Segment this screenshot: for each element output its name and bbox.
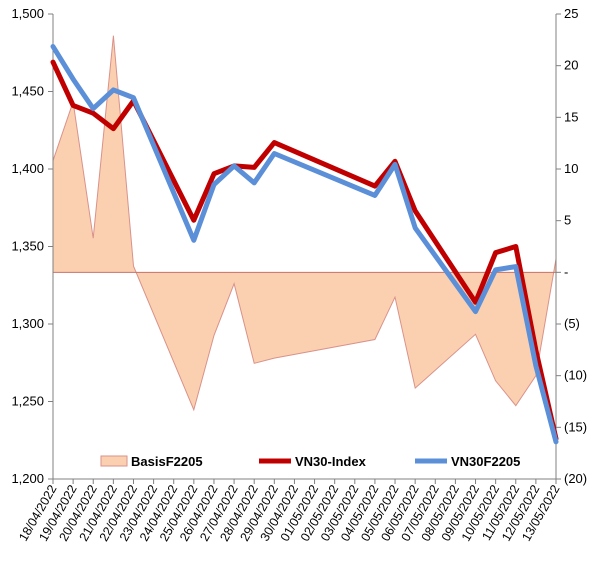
right-tick-label: 15: [564, 109, 578, 124]
left-tick-label: 1,250: [11, 394, 44, 409]
left-tick-label: 1,400: [11, 161, 44, 176]
right-tick-label: 10: [564, 161, 578, 176]
left-tick-label: 1,300: [11, 316, 44, 331]
legend-label: VN30-Index: [295, 454, 367, 469]
left-tick-label: 1,200: [11, 471, 44, 486]
right-tick-label: -: [564, 264, 568, 279]
legend-label: BasisF2205: [131, 454, 203, 469]
right-tick-label: (15): [564, 419, 587, 434]
basis-area-fill: [53, 36, 556, 410]
legend: BasisF2205 VN30-Index VN30F2205: [101, 454, 520, 469]
right-tick-label: 20: [564, 58, 578, 73]
right-tick-label: (10): [564, 368, 587, 383]
legend-swatch-area: [101, 456, 127, 466]
right-tick-label: (20): [564, 471, 587, 486]
legend-label: VN30F2205: [451, 454, 520, 469]
right-tick-label: (5): [564, 316, 580, 331]
right-tick-label: 5: [564, 213, 571, 228]
left-tick-label: 1,500: [11, 6, 44, 21]
left-tick-label: 1,350: [11, 239, 44, 254]
right-tick-label: 25: [564, 6, 578, 21]
basis-area-layer: [53, 36, 556, 410]
left-tick-label: 1,450: [11, 84, 44, 99]
